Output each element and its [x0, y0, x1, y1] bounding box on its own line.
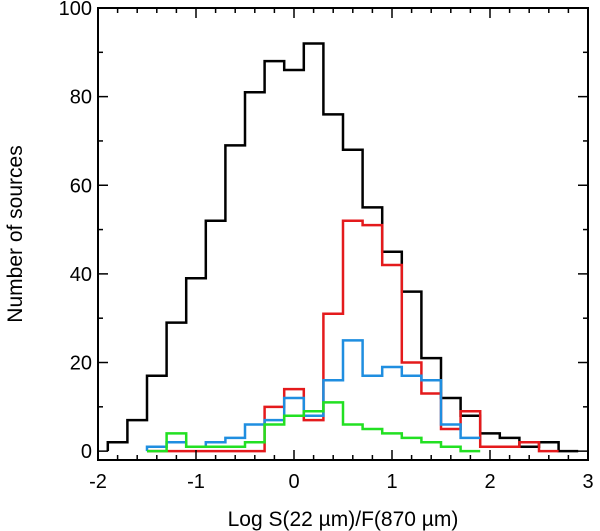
x-tick-label: -2 [89, 471, 107, 493]
histogram-series-layer [106, 42, 579, 453]
x-tick-label: -1 [187, 471, 205, 493]
histogram-series-2 [147, 219, 559, 453]
y-tick-label: 80 [70, 87, 92, 109]
plot-frame [97, 7, 589, 461]
tick-labels: -2 -1 0 1 2 3 0 20 40 60 80 100 [59, 0, 594, 493]
tick-marks [97, 7, 589, 460]
x-tick-label: 3 [582, 471, 593, 493]
x-tick-label: 1 [386, 471, 397, 493]
histogram-series-4 [147, 401, 481, 453]
x-axis-label: Log S(22 µm)/F(870 µm) [228, 508, 459, 531]
y-axis-label: Number of sources [4, 145, 27, 322]
x-tick-label: 0 [288, 471, 299, 493]
y-tick-label: 0 [81, 441, 92, 463]
y-tick-label: 20 [70, 353, 92, 375]
x-tick-label: 2 [484, 471, 495, 493]
histogram-series-1 [106, 42, 579, 453]
y-tick-label: 40 [70, 264, 92, 286]
y-tick-label: 60 [70, 175, 92, 197]
y-tick-label: 100 [59, 0, 92, 20]
